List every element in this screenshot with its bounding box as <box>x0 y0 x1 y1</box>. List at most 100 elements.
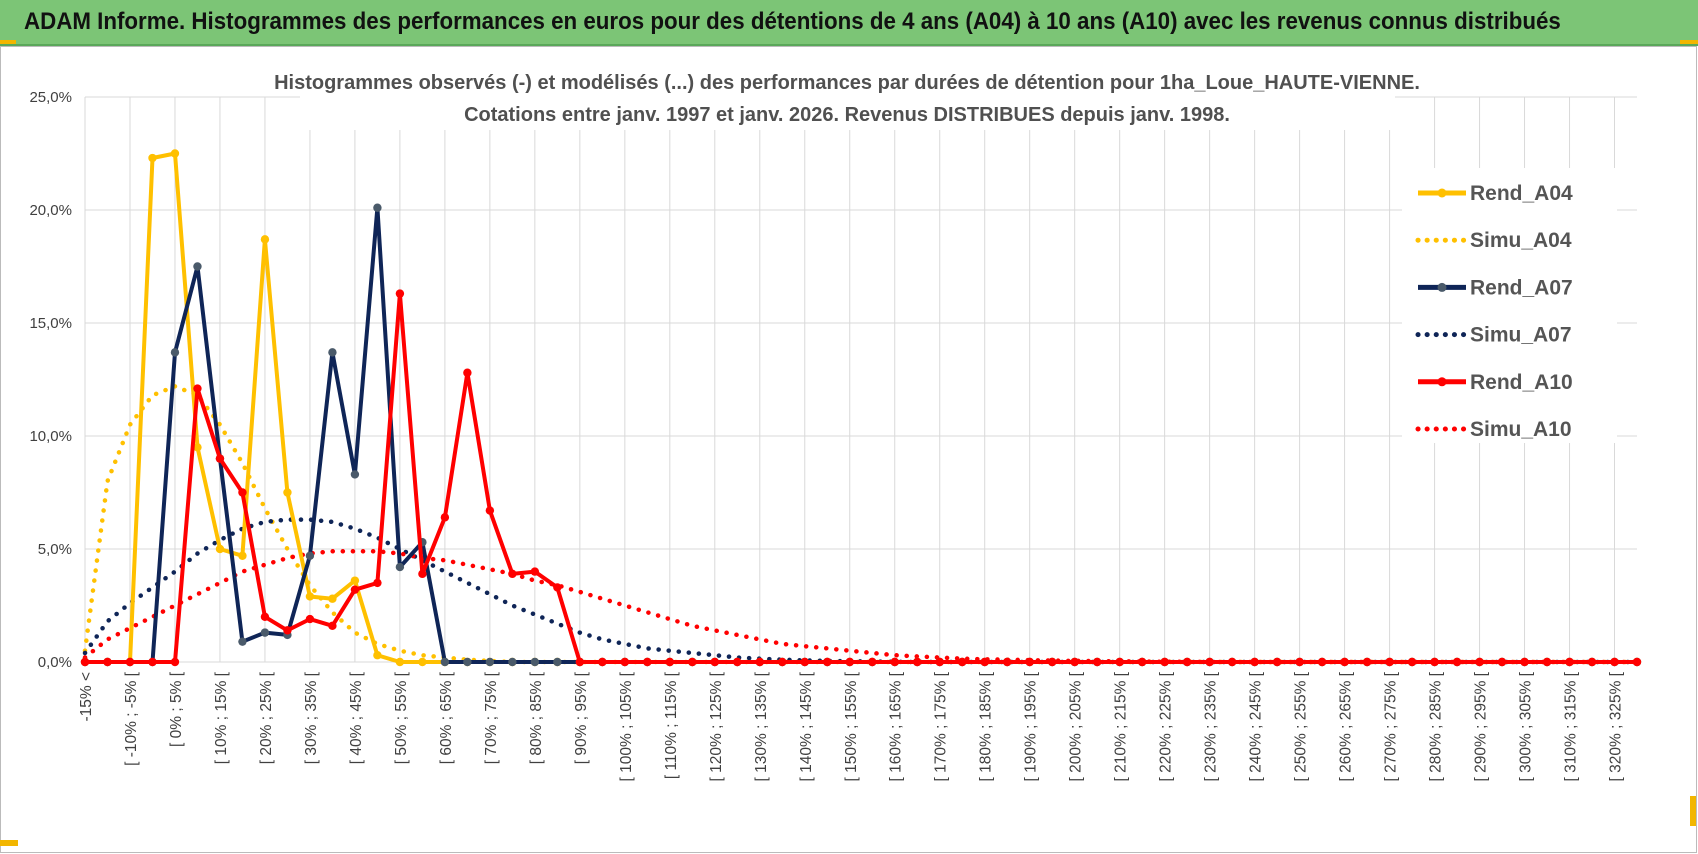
point-rend-a10 <box>1340 657 1349 667</box>
chart-title-area: Histogrammes observés (-) et modélisés (… <box>274 62 1420 130</box>
y-tick-label: 20,0% <box>29 202 72 219</box>
x-tick-label: [ 100% ; 105% [ <box>618 671 635 781</box>
point-rend-a10 <box>530 567 540 576</box>
x-tick-label: [ 120% ; 125% [ <box>708 671 725 781</box>
legend-label-rend-a04: Rend_A04 <box>1470 182 1573 205</box>
point-rend-a07 <box>350 470 360 479</box>
legend: Rend_A04 Simu_A04 Rend_A07 Simu_A07 Rend_A10… <box>1402 168 1617 443</box>
point-rend-a10 <box>193 384 202 393</box>
x-tick-label: [ 50% ; 55% [ <box>393 671 410 764</box>
point-rend-a10 <box>575 657 585 667</box>
x-tick-label: [ 170% ; 175% [ <box>933 671 950 781</box>
point-rend-a04 <box>305 592 315 601</box>
point-rend-a10 <box>755 657 764 667</box>
point-rend-a10 <box>283 626 292 635</box>
point-rend-a07 <box>373 203 382 212</box>
point-rend-a10 <box>508 569 517 579</box>
point-rend-a04 <box>148 153 157 163</box>
point-rend-a10 <box>598 657 607 667</box>
point-rend-a04 <box>418 657 427 667</box>
y-tick-label: 10,0% <box>29 428 72 445</box>
x-tick-label: [ 30% ; 35% [ <box>303 671 320 764</box>
point-rend-a10 <box>485 506 495 515</box>
point-rend-a10 <box>170 657 180 667</box>
point-rend-a07 <box>395 562 405 572</box>
point-rend-a10 <box>733 657 742 667</box>
point-rend-a10 <box>1025 657 1034 667</box>
point-rend-a10 <box>1610 657 1619 667</box>
point-rend-a07 <box>260 628 270 637</box>
x-tick-label: [ 210% ; 215% [ <box>1113 671 1130 781</box>
x-tick-label: [ 260% ; 265% [ <box>1338 671 1355 781</box>
point-rend-a04 <box>328 594 337 603</box>
point-rend-a07 <box>305 551 315 560</box>
point-rend-a10 <box>1452 657 1462 667</box>
x-axis-ticks: -15% < [ -10% ; -5% [[ 0% ; 5% [[ 10% ; 1… <box>78 671 1625 781</box>
point-rend-a10 <box>395 289 405 298</box>
x-tick-label: [ 40% ; 45% [ <box>348 671 365 764</box>
series-line-rend-a10 <box>85 291 1637 664</box>
point-rend-a10 <box>1137 657 1147 667</box>
point-rend-a10 <box>1362 657 1372 667</box>
x-tick-label: [ 320% ; 325% [ <box>1608 671 1625 781</box>
x-tick-label: [ 130% ; 135% [ <box>753 671 770 781</box>
x-tick-label: [ 290% ; 295% [ <box>1473 671 1490 781</box>
chart-title: Histogrammes observés (-) et modélisés (… <box>274 72 1420 94</box>
point-rend-a10 <box>868 657 877 667</box>
point-rend-a10 <box>373 578 382 588</box>
x-tick-label: [ 250% ; 255% [ <box>1293 671 1310 781</box>
point-rend-a10 <box>1385 657 1394 667</box>
x-tick-label: [ 180% ; 185% [ <box>978 671 995 781</box>
legend-label-rend-a07: Rend_A07 <box>1470 276 1573 299</box>
series-line-simu-a07 <box>82 517 1640 665</box>
point-rend-a10 <box>1430 657 1439 667</box>
x-tick-label: [ 90% ; 95% [ <box>573 671 590 764</box>
point-rend-a10 <box>328 621 337 631</box>
x-tick-label: [ 110% ; 115% [ <box>663 671 680 779</box>
point-rend-a10 <box>643 657 652 667</box>
x-tick-label: [ 70% ; 75% [ <box>483 671 500 764</box>
x-tick-label: [ 150% ; 155% [ <box>843 671 860 781</box>
series-lines <box>80 149 1642 667</box>
point-rend-a04 <box>350 576 360 585</box>
x-tick-label: [ 0% ; 5% [ <box>168 671 185 747</box>
x-tick-label: [ 80% ; 85% [ <box>528 671 545 764</box>
point-rend-a10 <box>1227 657 1237 667</box>
point-rend-a10 <box>1295 657 1304 667</box>
point-rend-a10 <box>710 657 719 667</box>
point-rend-a10 <box>553 583 562 592</box>
chart-title-background <box>300 62 1395 130</box>
x-tick-label: [ 60% ; 65% [ <box>438 671 455 764</box>
legend-label-simu-a10: Simu_A10 <box>1470 418 1572 441</box>
point-rend-a07 <box>440 657 450 667</box>
legend-label-rend-a10: Rend_A10 <box>1470 371 1573 394</box>
point-rend-a10 <box>778 657 787 667</box>
point-rend-a10 <box>80 657 90 667</box>
point-rend-a04 <box>170 149 180 158</box>
x-tick-label: [ 10% ; 15% [ <box>213 671 230 764</box>
corner-mark-tl <box>0 40 16 44</box>
point-rend-a10 <box>913 657 922 667</box>
legend-label-simu-a07: Simu_A07 <box>1470 324 1572 347</box>
x-tick-label: [ 270% ; 275% [ <box>1383 671 1400 781</box>
point-rend-a10 <box>1475 657 1484 667</box>
x-tick-label: [ 310% ; 315% [ <box>1563 671 1580 781</box>
x-tick-label: [ 20% ; 25% [ <box>258 671 275 764</box>
point-rend-a10 <box>1250 657 1259 667</box>
point-rend-a10 <box>1542 657 1552 667</box>
x-tick-label: [ 190% ; 195% [ <box>1023 671 1040 781</box>
point-rend-a10 <box>1565 657 1574 667</box>
header-bar: ADAM Informe. Histogrammes des performan… <box>0 0 1698 46</box>
point-rend-a07 <box>530 657 540 667</box>
point-rend-a07 <box>463 657 472 667</box>
point-rend-a07 <box>485 657 495 667</box>
point-rend-a10 <box>305 614 315 624</box>
point-rend-a10 <box>688 657 697 667</box>
point-rend-a10 <box>1497 657 1507 667</box>
point-rend-a04 <box>238 551 247 560</box>
point-rend-a10 <box>823 657 832 667</box>
point-rend-a10 <box>350 585 360 594</box>
point-rend-a10 <box>845 657 854 667</box>
x-tick-label: [ 240% ; 245% [ <box>1248 671 1265 781</box>
